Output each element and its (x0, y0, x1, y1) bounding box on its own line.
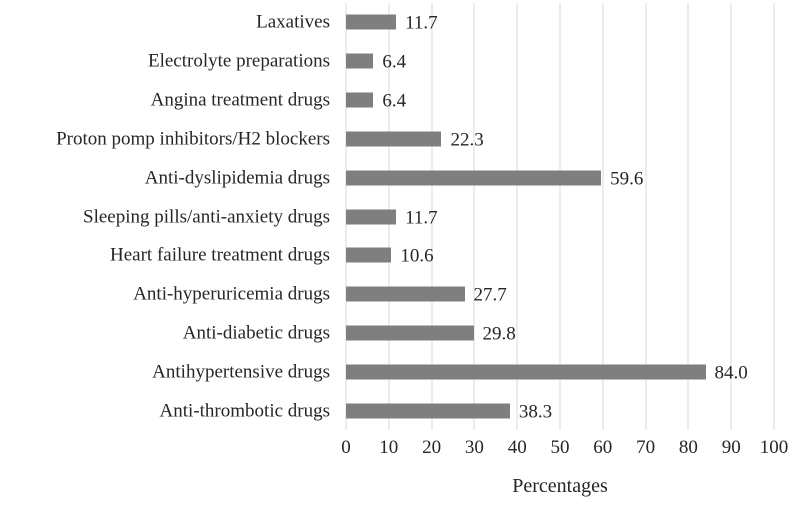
bar (346, 403, 510, 419)
bar (346, 286, 465, 302)
value-label: 59.6 (610, 168, 644, 190)
value-label: 6.4 (382, 90, 407, 112)
x-tick-label: 70 (636, 437, 656, 458)
value-label: 22.3 (450, 129, 484, 151)
gridline-40 (516, 3, 518, 430)
category-label: Anti-diabetic drugs (182, 322, 330, 344)
value-label: 38.3 (518, 401, 553, 423)
gridline-90 (730, 3, 732, 430)
value-label: 11.7 (405, 12, 438, 34)
gridline-60 (602, 3, 604, 430)
category-label: Electrolyte preparations (147, 50, 330, 72)
x-tick-label: 90 (721, 437, 741, 458)
gridline-100 (773, 3, 775, 430)
bar (346, 53, 374, 69)
bar (346, 14, 397, 30)
category-label: Proton pomp inhibitors/H2 blockers (56, 128, 330, 150)
x-tick-label: 40 (507, 437, 527, 458)
x-axis-tick-labels: 0 10 20 30 40 50 60 70 80 90 100 (341, 437, 788, 462)
value-label: 27.7 (473, 284, 507, 306)
gridline-70 (645, 3, 647, 430)
value-label: 6.4 (382, 51, 407, 73)
x-axis-title: Percentages (512, 475, 608, 497)
value-label: 10.6 (400, 245, 434, 267)
x-tick-label: 0 (341, 437, 351, 458)
x-tick-label: 60 (593, 437, 613, 458)
gridline-30 (473, 3, 475, 430)
value-label: 11.7 (405, 207, 438, 228)
category-label: Laxatives (256, 11, 330, 33)
category-label: Antihypertensive drugs (152, 361, 330, 383)
bar (346, 325, 474, 341)
gridline-80 (687, 3, 689, 430)
bar (346, 247, 392, 263)
x-tick-label: 30 (464, 437, 484, 458)
x-tick-label: 10 (379, 437, 399, 458)
value-label: 29.8 (482, 323, 516, 345)
value-label: 84.0 (714, 362, 748, 384)
category-label: Anti-thrombotic drugs (159, 400, 330, 422)
x-tick-label: 20 (422, 437, 442, 458)
category-label: Angina treatment drugs (150, 89, 330, 111)
category-label: Sleeping pills/anti-anxiety drugs (83, 206, 330, 227)
x-tick-label: 50 (550, 437, 570, 458)
x-tick-label: 100 (759, 437, 789, 458)
bar (346, 92, 374, 108)
y-axis-category-labels: Laxatives Electrolyte preparations Angina … (0, 3, 336, 430)
bar (346, 170, 602, 186)
category-label: Anti-dyslipidemia drugs (144, 167, 330, 189)
gridline-50 (559, 3, 561, 430)
bar (346, 209, 397, 224)
bar (346, 364, 706, 380)
category-label: Heart failure treatment drugs (110, 244, 330, 266)
bar (346, 131, 442, 147)
category-label: Anti-hyperuricemia drugs (133, 283, 330, 305)
x-tick-label: 80 (678, 437, 698, 458)
chart-plot-area: 11.7 6.4 6.4 22.3 59.6 11.7 10.6 27.7 29.8 84.0 38… (345, 3, 775, 430)
gridline-20 (431, 3, 433, 430)
